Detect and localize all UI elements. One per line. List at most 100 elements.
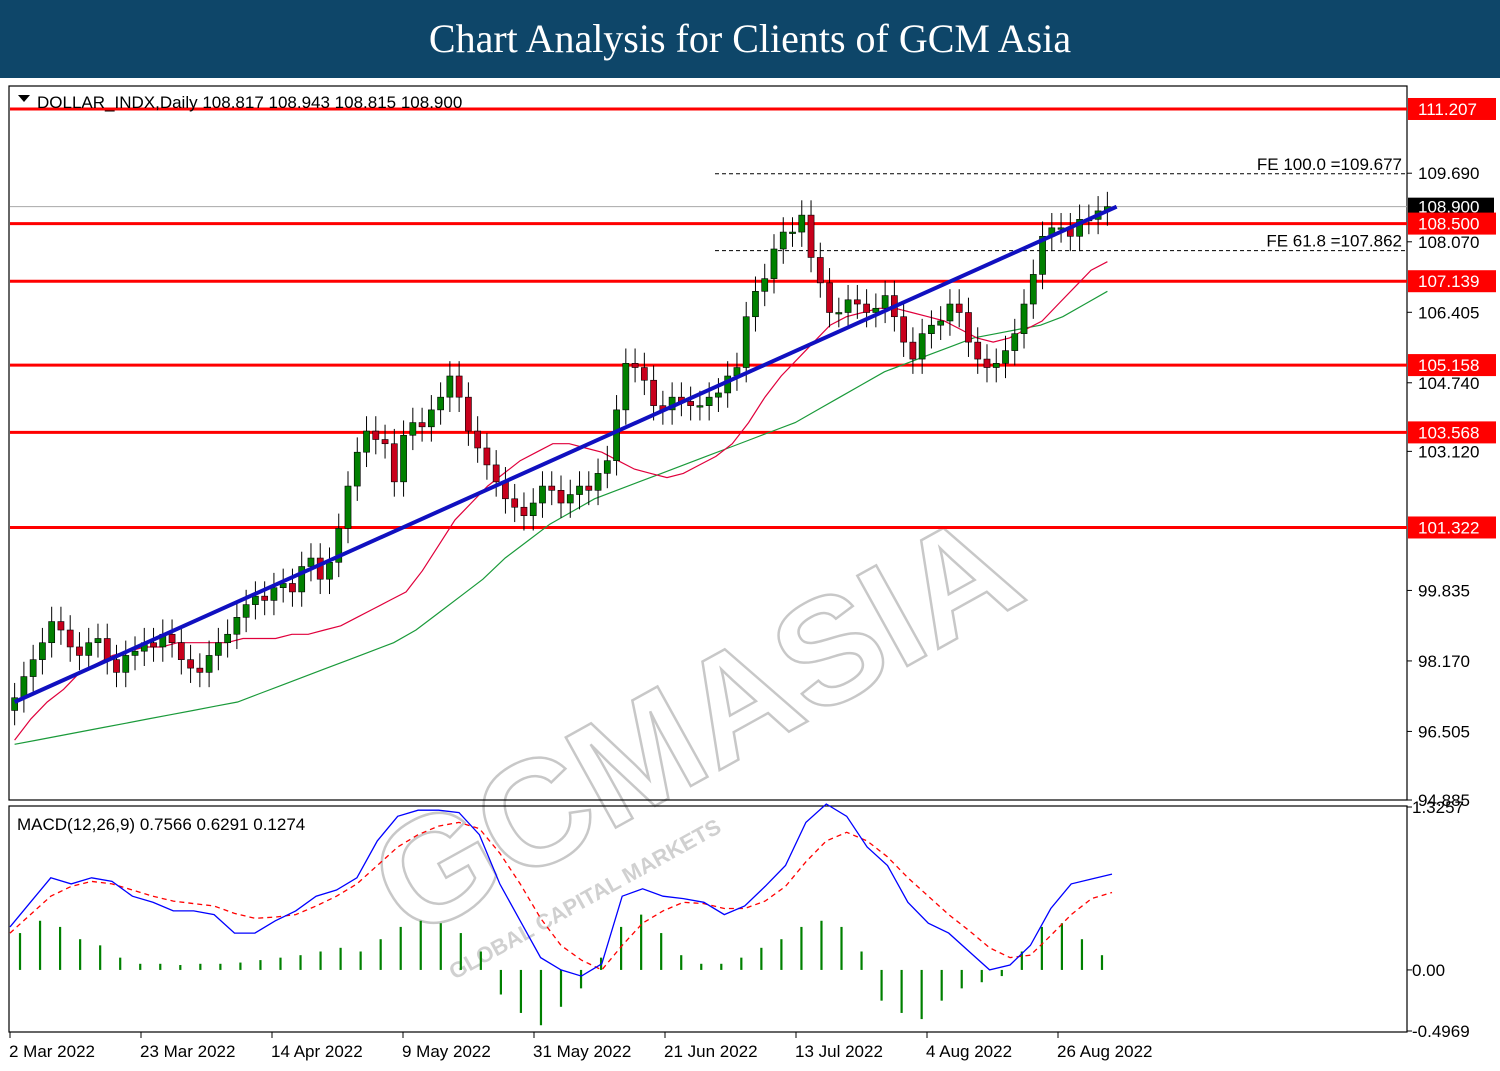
candle <box>974 327 982 374</box>
candle <box>965 297 972 357</box>
candle <box>446 361 454 412</box>
candle <box>742 301 750 383</box>
y-tick-label: 94.885 <box>1418 791 1470 810</box>
candle-body <box>826 282 833 313</box>
candle-body <box>918 333 926 360</box>
fib-level-label: FE 100.0 =109.677 <box>1257 155 1402 174</box>
candle <box>761 263 769 307</box>
candle <box>816 242 824 298</box>
candle <box>344 471 352 544</box>
candle <box>353 437 361 501</box>
candle-body <box>390 443 398 483</box>
candle-body <box>705 396 713 406</box>
candle-body <box>974 341 982 360</box>
candle <box>94 623 102 658</box>
candle-body <box>57 621 65 631</box>
candle-body <box>631 363 639 368</box>
candle <box>1002 335 1009 379</box>
level-price-box <box>1408 270 1496 293</box>
candle-body <box>835 312 843 315</box>
candle <box>409 407 417 451</box>
candle-body <box>937 320 945 326</box>
candle-body <box>261 595 269 601</box>
macd-plot: 1.3257 0.00 -0.4969 <box>9 798 1470 1041</box>
macd-header: MACD(12,26,9) 0.7566 0.6291 0.1274 <box>17 815 305 834</box>
candle-body <box>613 409 620 461</box>
candle <box>613 395 620 476</box>
candle-body <box>187 659 194 669</box>
candle <box>215 627 222 671</box>
candle <box>39 627 46 675</box>
candle-body <box>492 464 500 483</box>
candle <box>1039 221 1046 290</box>
chart-header: DOLLAR_INDX,Daily 108.817 108.943 108.81… <box>37 93 462 112</box>
candle <box>520 492 528 531</box>
candle <box>992 348 1000 383</box>
candle <box>205 640 213 688</box>
candle <box>946 289 954 336</box>
candle-body <box>85 642 93 656</box>
candle <box>872 293 880 328</box>
candle-body <box>752 291 759 318</box>
level-price-box <box>1408 212 1496 235</box>
candle <box>492 450 500 497</box>
candle-body <box>576 485 583 495</box>
candle <box>937 306 945 341</box>
macd-tick-label: 0.00 <box>1412 961 1445 980</box>
candle-body <box>196 667 204 673</box>
candle-body <box>687 401 695 406</box>
candle-body <box>270 587 278 601</box>
trendline-group <box>13 204 1118 704</box>
candle-body <box>1011 333 1019 351</box>
candle-body <box>928 324 935 334</box>
y-tick-label: 109.690 <box>1418 164 1479 183</box>
candle <box>687 386 695 421</box>
candle-body <box>326 561 333 580</box>
candle <box>270 572 278 616</box>
level-price-label: 111.207 <box>1418 100 1477 119</box>
candle <box>261 581 269 616</box>
candle <box>381 424 389 459</box>
candle-body <box>529 502 537 517</box>
level-price-label: 101.322 <box>1418 518 1479 537</box>
candle-body <box>872 307 880 313</box>
dropdown-arrow-icon[interactable] <box>18 95 30 102</box>
candle-body <box>863 303 870 313</box>
candle-body <box>816 257 824 284</box>
macd-line <box>9 803 1113 977</box>
candle-body <box>779 231 787 250</box>
y-tick-label: 108.070 <box>1418 233 1479 252</box>
candle <box>187 644 194 683</box>
candle-body <box>511 498 519 508</box>
candle-body <box>437 396 444 411</box>
candle-body <box>205 655 213 673</box>
candle <box>390 428 398 497</box>
candle-body <box>76 646 83 656</box>
candle-body <box>66 629 74 648</box>
candle-body <box>344 485 352 529</box>
candle <box>483 433 491 480</box>
candle-body <box>215 642 222 656</box>
candle <box>465 382 472 446</box>
candle <box>1029 259 1037 319</box>
level-price-box <box>1408 516 1496 539</box>
candle-body <box>48 621 56 644</box>
candle-body <box>483 447 491 466</box>
candle <box>1020 289 1028 349</box>
candle-body <box>761 278 769 292</box>
candle-body <box>252 595 259 605</box>
candle-body <box>548 485 556 491</box>
candle <box>566 479 574 518</box>
candle-body <box>539 485 546 504</box>
candle-body <box>94 638 102 644</box>
candle <box>548 471 556 506</box>
candle <box>881 280 889 324</box>
candle <box>177 627 185 675</box>
candle-body <box>298 566 306 593</box>
level-price-label: 107.139 <box>1418 272 1479 291</box>
chart-canvas: GCMASIA GLOBAL CAPITAL MARKETS 108.900FE… <box>0 78 1500 1071</box>
candle <box>455 361 463 412</box>
candle <box>844 284 852 328</box>
candle-body <box>233 617 241 635</box>
candle <box>557 475 565 518</box>
